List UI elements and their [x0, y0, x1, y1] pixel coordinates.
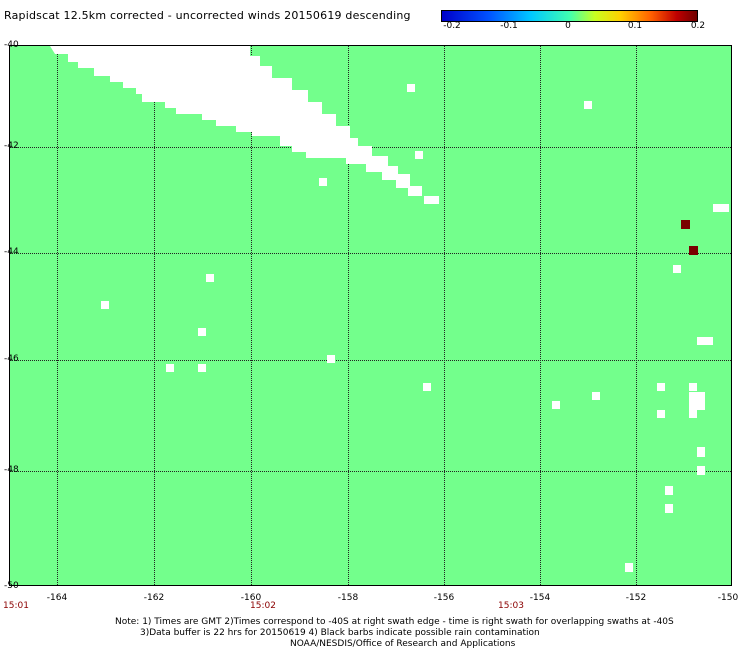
lon-label: -160 — [240, 593, 262, 603]
footnote-line-1: Note: 1) Times are GMT 2)Times correspon… — [115, 617, 674, 627]
lat-label: -42 — [4, 141, 19, 151]
lon-label: -152 — [625, 593, 647, 603]
lat-label: -40 — [4, 40, 19, 50]
colorbar-tick: 0 — [565, 21, 571, 31]
wind-difference-map — [9, 45, 732, 586]
no-data-cell — [101, 301, 109, 309]
time-label: 15:01 — [3, 601, 29, 611]
lon-gridline — [348, 46, 349, 585]
footnote-line-2: 3)Data buffer is 22 hrs for 20150619 4) … — [140, 628, 540, 638]
no-data-cell — [166, 364, 174, 372]
lon-gridline — [154, 46, 155, 585]
no-data-cell — [665, 504, 673, 513]
lat-gridline — [10, 253, 731, 254]
lon-label: -156 — [433, 593, 455, 603]
no-data-cell — [673, 265, 681, 273]
no-data-cell — [407, 84, 415, 92]
no-data-cell — [592, 392, 600, 400]
lat-gridline — [10, 360, 731, 361]
no-data-cell — [319, 178, 327, 186]
time-label: 15:02 — [250, 601, 276, 611]
high-difference-cell — [681, 220, 690, 229]
no-data-cell — [415, 151, 423, 159]
lon-gridline — [57, 46, 58, 585]
no-data-cell — [689, 392, 705, 410]
lon-label: -154 — [529, 593, 551, 603]
lon-label: -164 — [46, 593, 68, 603]
lon-gridline — [540, 46, 541, 585]
no-data-cell — [665, 486, 673, 495]
no-data-cell — [689, 410, 697, 418]
no-data-cell — [657, 410, 665, 418]
colorbar-tick: 0.1 — [627, 21, 643, 31]
lon-gridline — [251, 46, 252, 585]
lon-gridline — [444, 46, 445, 585]
no-data-cell — [657, 383, 665, 391]
no-data-cell — [697, 447, 705, 457]
lat-gridline — [10, 471, 731, 472]
swath-gap — [50, 46, 439, 204]
lat-label: -50 — [4, 581, 19, 591]
colorbar-tick: -0.1 — [500, 21, 518, 31]
colorbar-tick: 0.2 — [690, 21, 706, 31]
no-data-cell — [697, 466, 705, 475]
footnote-line-3: NOAA/NESDIS/Office of Research and Appli… — [290, 639, 516, 649]
no-data-cell — [552, 401, 560, 409]
lon-label: -158 — [337, 593, 359, 603]
no-data-cell — [206, 274, 214, 282]
lat-label: -44 — [4, 247, 19, 257]
no-data-cell — [584, 101, 592, 109]
lon-gridline — [636, 46, 637, 585]
time-label: 15:03 — [498, 601, 524, 611]
no-data-cell — [198, 328, 206, 336]
lat-label: -46 — [4, 354, 19, 364]
no-data-cell — [327, 355, 335, 363]
colorbar-tick: -0.2 — [443, 21, 461, 31]
lon-label: -162 — [143, 593, 165, 603]
lon-label: -150 — [717, 593, 739, 603]
no-data-cell — [697, 337, 713, 345]
lat-label: -48 — [4, 465, 19, 475]
high-difference-cell — [689, 246, 698, 255]
no-data-cell — [423, 383, 431, 391]
no-data-cell — [713, 204, 729, 212]
no-data-cell — [625, 563, 633, 572]
no-data-cell — [689, 383, 697, 391]
no-data-cell — [198, 364, 206, 372]
plot-title: Rapidscat 12.5km corrected - uncorrected… — [4, 9, 411, 22]
colorbar — [441, 10, 698, 22]
